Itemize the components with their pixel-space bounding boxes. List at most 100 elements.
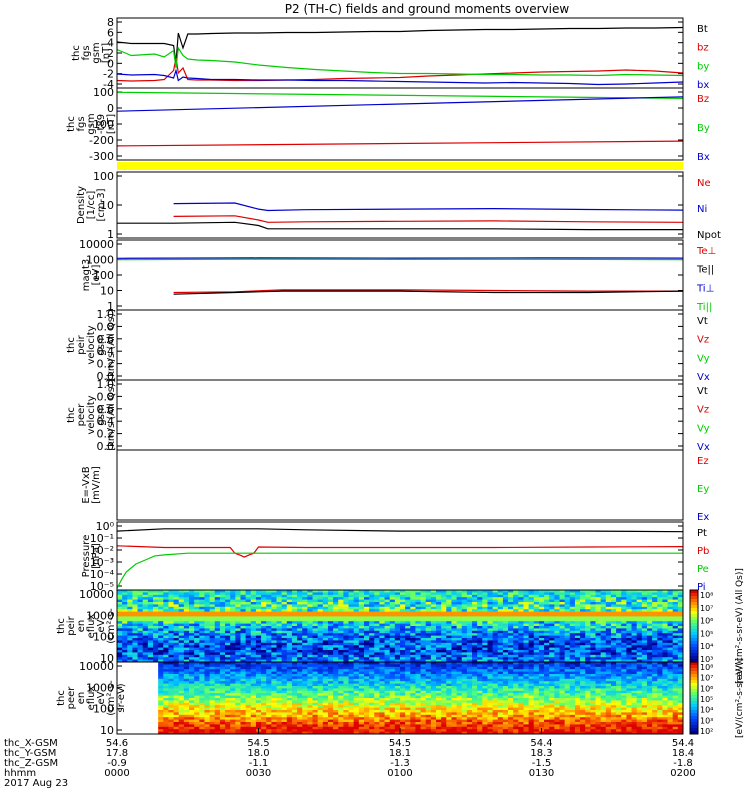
spectrogram-cell: [446, 642, 452, 646]
spectrogram-cell: [626, 642, 633, 646]
spectrogram-cell: [605, 614, 612, 617]
spectrogram-cell: [436, 592, 442, 596]
spectrogram-cell: [549, 635, 555, 639]
spectrogram-cell: [384, 645, 391, 649]
spectrogram-cell: [271, 635, 278, 639]
spectrogram-cell: [363, 726, 370, 730]
spectrogram-cell: [677, 606, 684, 610]
spectrogram-cell: [502, 659, 509, 663]
spectrogram-cell: [168, 693, 175, 697]
spectrogram-cell: [117, 594, 123, 598]
spectrogram-cell: [348, 594, 355, 598]
spectrogram-cell: [266, 606, 272, 610]
spectrogram-cell: [559, 602, 566, 605]
spectrogram-cell: [384, 609, 391, 613]
spectrogram-cell: [291, 657, 298, 661]
spectrogram-cell: [245, 592, 252, 596]
spectrogram-cell: [374, 621, 380, 625]
spectrogram-cell: [564, 606, 571, 610]
spectrogram-cell: [358, 623, 365, 627]
spectrogram-cell: [466, 618, 473, 622]
spectrogram-cell: [348, 674, 355, 677]
spectrogram-cell: [322, 645, 329, 649]
spectrogram-cell: [400, 606, 406, 610]
spectrogram-cell: [343, 609, 350, 613]
spectrogram-cell: [482, 592, 488, 596]
spectrogram-cell: [652, 597, 658, 601]
spectrogram-cell: [523, 623, 530, 627]
spectrogram-cell: [410, 609, 416, 613]
spectrogram-cell: [621, 623, 627, 627]
spectrogram-cell: [291, 621, 298, 625]
spectrogram-cell: [266, 611, 272, 615]
spectrogram-cell: [266, 731, 272, 735]
spectrogram-cell: [333, 669, 339, 673]
spectrogram-cell: [677, 635, 684, 639]
spectrogram-cell: [528, 657, 535, 661]
spectrogram-cell: [245, 666, 252, 670]
spectrogram-cell: [225, 626, 231, 629]
spectrogram-cell: [400, 630, 406, 634]
spectrogram-cell: [662, 650, 669, 653]
spectrogram-cell: [214, 681, 221, 685]
spectrogram-cell: [225, 731, 231, 735]
spectrogram-cell: [127, 599, 133, 603]
spectrogram-cell: [441, 611, 447, 615]
spectrogram-cell: [261, 698, 267, 701]
spectrogram-cell: [436, 659, 442, 663]
spectrogram-cell: [219, 604, 226, 608]
spectrogram-cell: [214, 647, 221, 651]
spectrogram-cell: [312, 714, 319, 718]
y-axis-label-line: [nT]: [106, 114, 117, 134]
spectrogram-cell: [302, 650, 308, 653]
spectrogram-cell: [281, 729, 288, 733]
spectrogram-cell: [595, 647, 602, 651]
spectrogram-cell: [533, 602, 540, 605]
spectrogram-cell: [369, 731, 375, 735]
spectrogram-cell: [204, 654, 211, 658]
spectrogram-cell: [374, 606, 380, 610]
spectrogram-cell: [657, 654, 663, 658]
spectrogram-cell: [538, 633, 545, 637]
spectrogram-cell: [173, 618, 180, 622]
spectrogram-cell: [230, 602, 236, 605]
spectrogram-cell: [255, 707, 262, 711]
spectrogram-cell: [153, 592, 159, 596]
spectrogram-cell: [384, 611, 391, 615]
spectrogram-cell: [441, 642, 447, 646]
spectrogram-cell: [580, 602, 586, 605]
legend-entry: By: [697, 123, 710, 134]
spectrogram-cell: [394, 666, 401, 670]
spectrogram-cell: [374, 690, 380, 694]
spectrogram-cell: [508, 626, 514, 629]
spectrogram-cell: [508, 633, 514, 637]
spectrogram-cell: [379, 702, 386, 706]
spectrogram-cell: [173, 650, 180, 653]
spectrogram-cell: [209, 654, 216, 658]
spectrogram-cell: [255, 683, 262, 687]
spectrogram-cell: [369, 592, 375, 596]
spectrogram-cell: [621, 638, 627, 641]
spectrogram-cell: [153, 654, 159, 658]
spectrogram-cell: [394, 681, 401, 685]
spectrogram-cell: [420, 654, 427, 658]
spectrogram-cell: [302, 638, 308, 641]
spectrogram-cell: [271, 650, 278, 653]
spectrogram-cell: [286, 722, 293, 725]
spectrogram-cell: [363, 705, 370, 709]
spectrogram-cell: [276, 714, 283, 718]
spectrogram-cell: [636, 659, 643, 663]
spectrogram-cell: [580, 642, 586, 646]
spectrogram-cell: [564, 645, 571, 649]
spectrogram-cell: [240, 698, 247, 701]
spectrogram-cell: [307, 623, 314, 627]
spectrogram-cell: [271, 628, 278, 632]
spectrogram-cell: [168, 645, 175, 649]
spectrogram-cell: [322, 657, 329, 661]
spectrogram-cell: [626, 654, 633, 658]
spectrogram-cell: [492, 590, 499, 593]
spectrogram-cell: [523, 590, 530, 593]
spectrogram-cell: [363, 700, 370, 704]
spectrogram-cell: [528, 597, 535, 601]
spectrogram-cell: [363, 623, 370, 627]
